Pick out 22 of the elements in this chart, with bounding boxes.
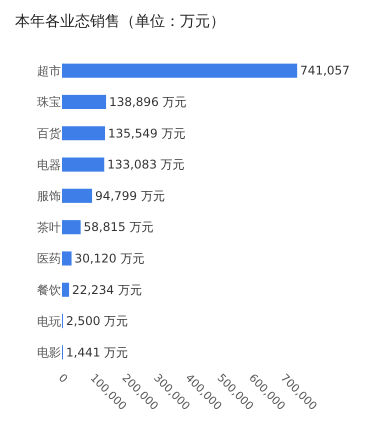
x-tick-label: 0 [56, 371, 70, 386]
y-tick-label: 超市 [37, 64, 61, 78]
data-label: 58,815 万元 [84, 220, 154, 234]
data-label: 1,441 万元 [66, 345, 128, 360]
y-tick-label: 电玩 [37, 314, 61, 328]
data-label: 138,896 万元 [109, 94, 187, 109]
y-tick-label: 医药 [37, 252, 61, 266]
y-tick-label: 百货 [37, 126, 61, 140]
y-tick-label: 珠宝 [37, 95, 61, 110]
data-label: 133,083 万元 [107, 158, 185, 172]
data-label: 22,234 万元 [72, 282, 142, 297]
data-label: 30,120 万元 [74, 251, 144, 266]
data-label: 135,549 万元 [108, 126, 186, 140]
y-tick-label: 电影 [37, 346, 61, 360]
data-label: 741,057 [300, 64, 350, 78]
y-tick-label: 茶叶 [37, 220, 61, 234]
data-label: 94,799 万元 [95, 188, 165, 203]
data-label: 2,500 万元 [66, 314, 128, 328]
y-tick-label: 电器 [37, 158, 61, 172]
y-tick-label: 服饰 [37, 189, 61, 204]
y-tick-label: 餐饮 [37, 282, 61, 297]
chart-title: 本年各业态销售（单位：万元） [15, 12, 226, 30]
